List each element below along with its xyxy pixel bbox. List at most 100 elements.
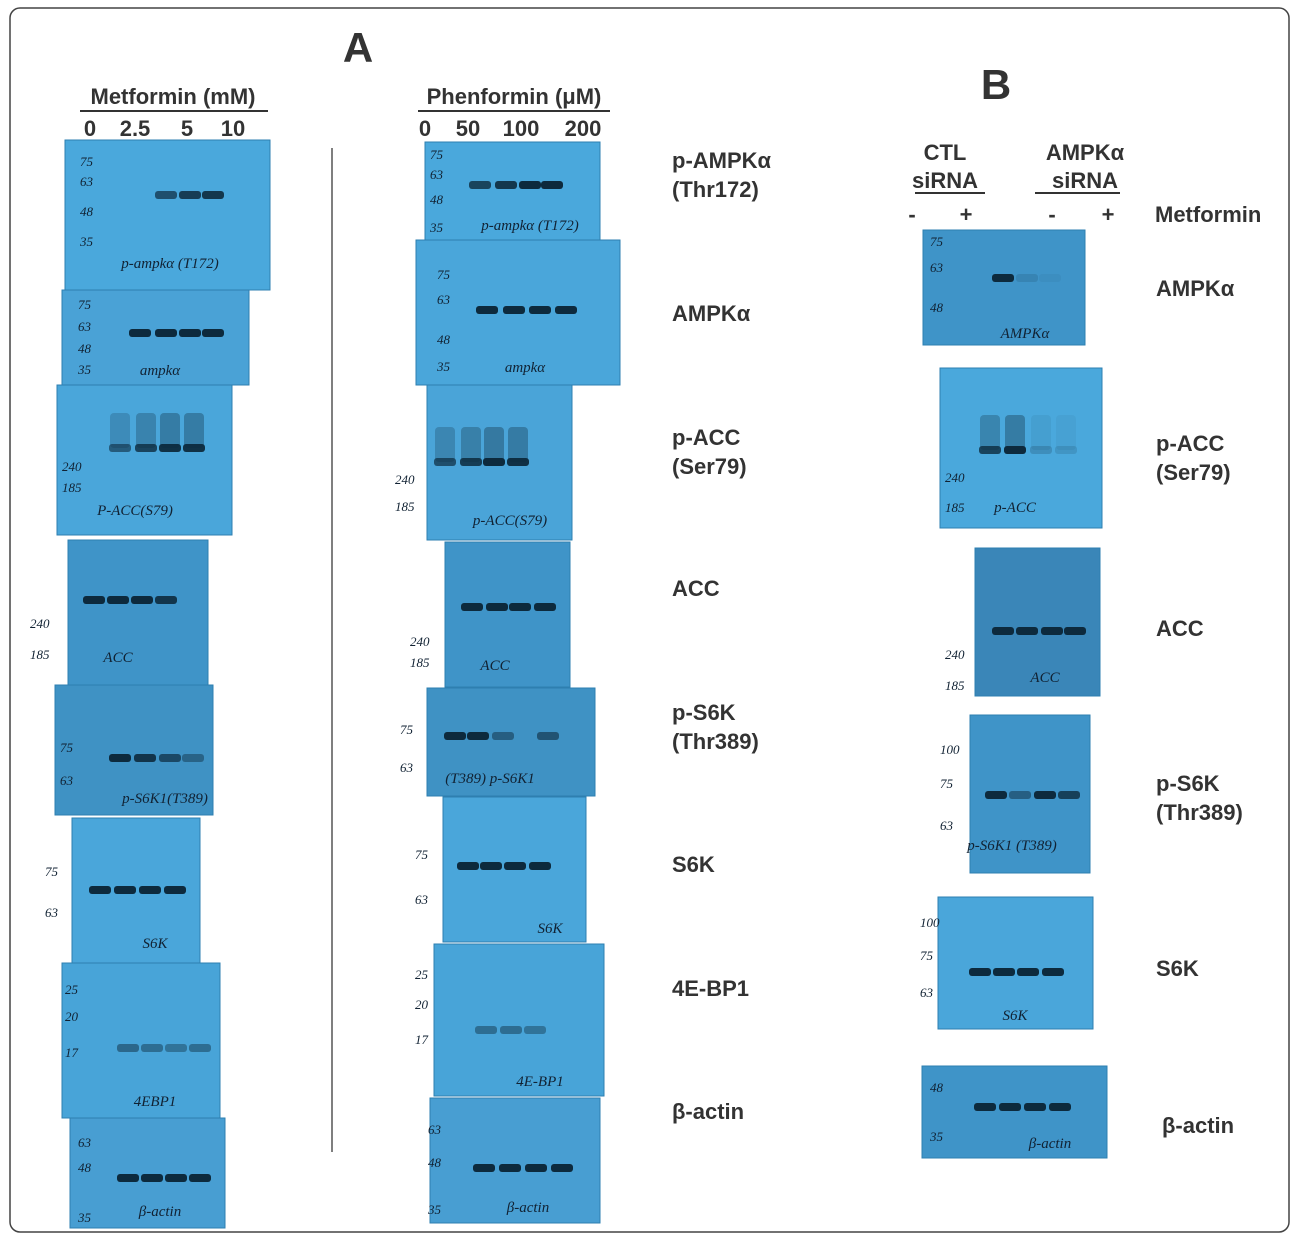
marker-label: 48	[930, 300, 944, 315]
band	[189, 1174, 211, 1182]
band	[1004, 446, 1026, 454]
marker-label: 63	[78, 319, 92, 334]
marker-label: 48	[430, 192, 444, 207]
smear	[184, 413, 204, 448]
band	[504, 862, 526, 870]
blot-note: p-S6K1 (T389)	[966, 838, 1057, 854]
band	[434, 458, 456, 466]
blot-membrane	[61, 289, 250, 386]
band	[131, 596, 153, 604]
blot-note: β-actin	[1028, 1136, 1071, 1152]
marker-label: 75	[400, 722, 414, 737]
marker-label: 75	[80, 154, 94, 169]
band	[117, 1174, 139, 1182]
marker-label: 35	[429, 220, 444, 235]
marker-label: 240	[62, 459, 82, 474]
band	[165, 1174, 187, 1182]
marker-label: 100	[940, 742, 960, 757]
blot-note: S6K	[537, 921, 563, 937]
band	[467, 732, 489, 740]
smear	[508, 427, 528, 462]
marker-label: 25	[65, 982, 79, 997]
marker-label: 63	[80, 174, 94, 189]
dose-label: 50	[456, 116, 480, 141]
smear	[160, 413, 180, 448]
band	[1058, 791, 1080, 799]
blot-membrane	[433, 943, 605, 1097]
band	[165, 1044, 187, 1052]
band	[1034, 791, 1056, 799]
group-label: CTL	[924, 140, 967, 165]
treatment-label: Metformin	[1155, 202, 1261, 227]
blot-note: p-ampkα (T172)	[480, 218, 578, 234]
marker-label: 63	[920, 985, 934, 1000]
marker-label: 48	[437, 332, 451, 347]
protein-label: S6K	[672, 852, 715, 877]
band	[993, 968, 1015, 976]
band	[1017, 968, 1039, 976]
marker-label: 48	[428, 1155, 442, 1170]
band	[476, 306, 498, 314]
band	[1064, 627, 1086, 635]
blot-note: p-ACC	[993, 500, 1037, 516]
blot-note: β-actin	[138, 1204, 181, 1220]
blot-membrane	[922, 229, 1086, 346]
band	[159, 444, 181, 452]
dose-label: 2.5	[120, 116, 151, 141]
marker-label: 20	[65, 1009, 79, 1024]
protein-label: (Ser79)	[1156, 460, 1231, 485]
smear	[980, 415, 1000, 450]
blot-note: p-ampkα (T172)	[120, 256, 218, 272]
marker-label: 63	[60, 773, 74, 788]
marker-label: 35	[77, 1210, 92, 1225]
blot-membrane	[921, 1065, 1108, 1159]
band	[509, 603, 531, 611]
smear	[484, 427, 504, 462]
band	[202, 191, 224, 199]
marker-label: 75	[430, 147, 444, 162]
blot-membrane	[61, 962, 221, 1119]
blot-note: ACC	[1029, 670, 1060, 686]
band	[555, 306, 577, 314]
marker-label: 185	[62, 480, 82, 495]
marker-label: 20	[415, 997, 429, 1012]
marker-label: 75	[930, 234, 944, 249]
blot-membrane	[426, 687, 596, 797]
sign-label: +	[1102, 202, 1115, 227]
band	[89, 886, 111, 894]
band	[507, 458, 529, 466]
band	[1055, 446, 1077, 454]
panel-label: A	[343, 24, 373, 71]
band	[992, 274, 1014, 282]
sign-label: -	[908, 202, 915, 227]
band	[483, 458, 505, 466]
smear	[110, 413, 130, 448]
blot-membrane	[429, 1097, 601, 1224]
band	[114, 886, 136, 894]
protein-label: p-AMPKα	[672, 148, 772, 173]
smear	[136, 413, 156, 448]
band	[202, 329, 224, 337]
smear	[1005, 415, 1025, 450]
marker-label: 48	[78, 341, 92, 356]
blot-note: ampkα	[505, 360, 546, 376]
marker-label: 63	[400, 760, 414, 775]
protein-label: p-S6K	[1156, 771, 1220, 796]
band	[541, 181, 563, 189]
treatment-title: Phenformin (μM)	[427, 84, 602, 109]
protein-label: ACC	[672, 576, 720, 601]
protein-label: ACC	[1156, 616, 1204, 641]
band	[179, 329, 201, 337]
smear	[1031, 415, 1051, 450]
marker-label: 63	[45, 905, 59, 920]
marker-label: 240	[410, 634, 430, 649]
band	[164, 886, 186, 894]
blot-note: p-S6K1(T389)	[121, 791, 208, 807]
marker-label: 240	[945, 470, 965, 485]
marker-label: 35	[427, 1202, 442, 1217]
band	[519, 181, 541, 189]
blot-note: ampkα	[140, 363, 181, 379]
band	[139, 886, 161, 894]
protein-label: S6K	[1156, 956, 1199, 981]
band	[179, 191, 201, 199]
